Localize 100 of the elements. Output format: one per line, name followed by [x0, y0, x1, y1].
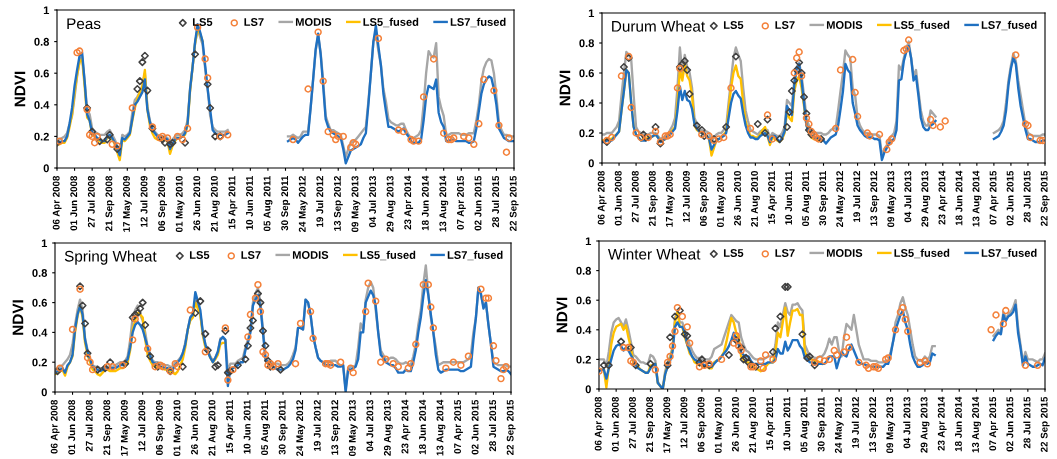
x-tick-label: 12 Jul 2009	[682, 170, 690, 222]
y-tick-label: 0.8	[576, 266, 592, 275]
x-tick-label: 15 Apr 2011	[226, 399, 235, 453]
x-tick-label: 06 Sep 2009	[699, 170, 709, 226]
legend-label: LS5	[723, 21, 744, 29]
x-tick-label: 07 Apr 2015	[454, 399, 463, 454]
legend-label: LS5	[189, 251, 210, 259]
x-tick-label: 01 Jun 2008	[68, 399, 76, 455]
x-tick-label: 02 Jun 2015	[474, 175, 482, 231]
x-tick-label: 01 Jun 2008	[614, 170, 622, 226]
x-tick-label: 09 May 2013	[887, 170, 897, 228]
legend-label: LS7_fused	[981, 248, 1037, 259]
x-tick-label: 21 Sep 2008	[648, 170, 658, 226]
x-tick-label: 26 Jun 2010	[191, 400, 198, 455]
legend-label: LS5	[723, 249, 744, 257]
y-tick-label: 0	[588, 159, 594, 168]
y-axis-title: NDVI	[559, 70, 571, 106]
x-tick-label: 21 Aug 2010	[749, 397, 758, 453]
x-tick-label: 13 Aug 2014	[972, 396, 981, 453]
x-tick-label: 05 Aug 2011	[802, 170, 811, 227]
x-tick-label: 13 Sep 2012	[333, 176, 343, 231]
x-tick-label: 10 Jun 2011	[783, 396, 791, 451]
legend-label: LS7	[775, 21, 795, 29]
x-tick-label: 28 Jul 2015	[1023, 170, 1031, 223]
x-tick-label: 23 Apr 2014	[404, 175, 414, 230]
x-tick-label: 13 Aug 2014	[439, 175, 449, 232]
y-tick-label: 0.4	[579, 99, 595, 108]
legend-label: LS7	[241, 251, 261, 259]
x-tick-label: 24 May 2012	[298, 176, 308, 233]
x-tick-label: 22 Sep 2015	[1040, 170, 1050, 226]
x-tick-label: 19 Jul 2012	[853, 171, 861, 222]
y-tick-label: 1	[585, 237, 592, 246]
x-tick-label: 04 Jul 2013	[368, 175, 377, 228]
y-axis-title: NDVI	[556, 297, 568, 333]
legend-label: LS7	[244, 18, 264, 26]
x-tick-label: 05 Aug 2011	[263, 175, 273, 232]
x-tick-label: 21 Aug 2010	[208, 400, 218, 456]
x-tick-label: 09 May 2013	[351, 175, 361, 233]
x-tick-label: 23 Apr 2014	[937, 396, 947, 451]
x-tick-label: 19 Jul 2012	[316, 176, 324, 227]
x-tick-label: 17 May 2009	[663, 396, 673, 453]
x-tick-label: 12 Jul 2009	[680, 396, 688, 448]
x-tick-label: 07 Apr 2015	[989, 396, 999, 451]
x-tick-label: 13 Aug 2014	[972, 170, 982, 227]
x-tick-label: 12 Jul 2009	[138, 399, 146, 451]
x-tick-label: 10 Jun 2011	[785, 170, 793, 225]
x-tick-label: 23 Apr 2014	[401, 399, 411, 454]
x-tick-label: 29 Aug 2013	[386, 175, 396, 232]
y-tick-label: 1	[588, 9, 595, 18]
y-tick-label: 0.8	[32, 269, 48, 277]
legend-label: LS5_fused	[894, 20, 950, 31]
y-tick-label: 0.4	[32, 328, 48, 337]
x-tick-label: 22 Sep 2015	[509, 175, 519, 231]
legend-label: LS7_fused	[447, 250, 503, 261]
y-tick-label: 1	[41, 239, 48, 248]
x-tick-label: 22 Sep 2015	[506, 399, 516, 455]
legend-label: LS7_fused	[981, 20, 1037, 31]
x-tick-label: 05 Aug 2011	[261, 399, 270, 456]
x-tick-label: 13 Sep 2012	[331, 400, 341, 455]
x-tick-label: 01 May 2010	[175, 176, 185, 233]
y-tick-label: 0.6	[34, 69, 49, 78]
x-tick-label: 01 May 2010	[714, 397, 724, 454]
x-tick-label: 02 Jun 2015	[1006, 170, 1014, 226]
x-tick-label: 24 May 2012	[836, 171, 846, 228]
x-tick-label: 27 Jul 2008	[85, 399, 93, 452]
chart-title: Durum Wheat	[612, 20, 705, 32]
x-tick-label: 06 Sep 2009	[155, 399, 165, 455]
x-tick-label: 15 Apr 2011	[228, 175, 238, 229]
x-tick-label: 04 Jul 2013	[903, 396, 911, 449]
chart-title: Spring Wheat	[64, 250, 157, 265]
x-tick-label: 27 Jul 2008	[87, 175, 95, 228]
x-tick-label: 26 Jun 2010	[734, 171, 741, 226]
legend-label: LS5	[192, 18, 213, 26]
x-tick-label: 06 Apr 2008	[52, 175, 62, 230]
x-tick-label: 05 Aug 2011	[800, 396, 810, 453]
x-tick-label: 09 May 2013	[886, 396, 896, 454]
x-tick-label: 21 Sep 2008	[646, 396, 655, 452]
y-tick-label: 0.2	[576, 355, 591, 364]
x-tick-label: 02 Jun 2015	[471, 399, 479, 455]
x-tick-label: 28 Jul 2015	[491, 175, 500, 228]
x-tick-label: 30 Sep 2011	[278, 399, 288, 455]
x-tick-label: 06 Sep 2009	[697, 396, 707, 452]
y-tick-label: 0.4	[576, 326, 592, 334]
x-tick-label: 29 Aug 2013	[383, 399, 393, 456]
x-tick-label: 27 Jul 2008	[631, 170, 639, 223]
chart-title: Peas	[67, 18, 101, 30]
legend-label: MODIS	[826, 21, 863, 29]
x-tick-label: 15 Apr 2011	[766, 396, 776, 450]
x-tick-label: 01 Jun 2008	[70, 175, 78, 231]
legend-label: MODIS	[826, 249, 863, 257]
x-tick-label: 04 Jul 2013	[366, 399, 374, 452]
x-tick-label: 30 Sep 2011	[817, 396, 827, 452]
x-tick-label: 21 Aug 2010	[210, 176, 220, 232]
x-tick-label: 26 Jun 2010	[731, 397, 739, 452]
x-tick-label: 21 Sep 2008	[103, 399, 113, 455]
x-tick-label: 23 Apr 2014	[938, 170, 948, 225]
x-tick-label: 18 Jun 2014	[421, 175, 429, 231]
x-tick-label: 24 May 2012	[296, 400, 306, 457]
x-tick-label: 13 Aug 2014	[436, 399, 446, 456]
x-tick-label: 22 Sep 2015	[1040, 396, 1050, 452]
